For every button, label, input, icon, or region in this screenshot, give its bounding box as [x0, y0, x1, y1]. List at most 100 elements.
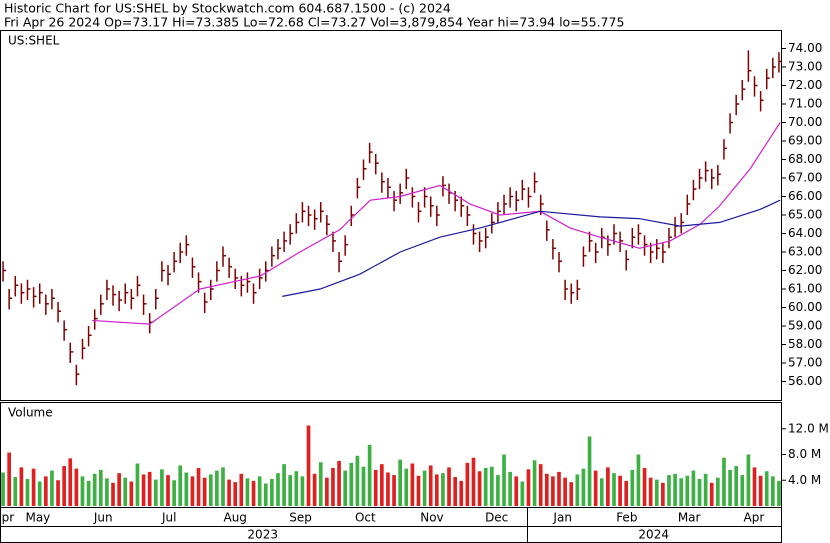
volume-bar [777, 480, 781, 506]
volume-bar [716, 477, 720, 506]
volume-bar [227, 479, 231, 506]
x-tick-label: Apr [744, 511, 765, 525]
volume-bar [160, 469, 164, 506]
volume-bar [19, 467, 24, 506]
volume-bar [294, 471, 299, 506]
volume-bar [654, 479, 659, 506]
volume-bar [190, 476, 195, 506]
volume-bar [123, 477, 128, 506]
volume-bar [337, 460, 341, 506]
y-tick-label: 68.00 [788, 152, 822, 166]
volume-bar [557, 471, 561, 506]
x-tick-label: Jul [161, 511, 176, 525]
volume-bar [7, 452, 11, 506]
volume-bar [422, 470, 427, 506]
volume-bar [355, 455, 360, 506]
volume-tick-label: 12.0 M [788, 421, 829, 435]
volume-bar [62, 466, 66, 506]
volume-bar [496, 475, 500, 506]
volume-bar [532, 460, 537, 506]
volume-bar [569, 482, 574, 506]
volume-bar [202, 477, 207, 506]
volume-bar [551, 476, 555, 506]
volume-bar [129, 481, 134, 506]
volume-bar [771, 476, 775, 506]
volume-bar [392, 475, 396, 506]
y-tick-label: 65.00 [788, 208, 822, 222]
y-tick-label: 61.00 [788, 282, 822, 296]
volume-bar [251, 480, 256, 506]
x-tick-label: Feb [616, 511, 637, 525]
volume-bar [477, 471, 482, 506]
volume-bar [538, 464, 543, 506]
volume-bar [434, 474, 439, 506]
volume-bar [215, 470, 219, 506]
volume-bar [31, 468, 36, 506]
volume-bar [764, 471, 769, 506]
volume-bar [746, 454, 751, 506]
volume-tick-label: 8.0 M [788, 447, 821, 461]
volume-bar [502, 454, 506, 506]
y-tick-label: 59.00 [788, 319, 822, 333]
volume-bar [673, 473, 677, 506]
x-tick-label: Oct [355, 511, 376, 525]
y-tick-label: 70.00 [788, 115, 822, 129]
volume-bar [184, 472, 189, 506]
volume-bar [489, 466, 494, 506]
volume-bar [722, 457, 726, 506]
volume-bar [373, 469, 378, 506]
volume-bar [398, 459, 402, 506]
volume-bar [630, 469, 635, 506]
y-tick-label: 67.00 [788, 171, 822, 185]
volume-bar [349, 462, 354, 506]
volume-bar [740, 475, 745, 506]
volume-bar [325, 477, 329, 506]
volume-bar [606, 467, 610, 506]
volume-bar [465, 462, 470, 506]
volume-bar [318, 462, 323, 506]
y-tick-label: 56.00 [788, 374, 822, 388]
volume-bar [661, 482, 665, 506]
volume-bar [520, 481, 525, 506]
x-tick-label: Aug [223, 511, 246, 525]
volume-bar [441, 473, 445, 506]
volume-bar [300, 476, 305, 506]
volume-bar [404, 468, 409, 506]
volume-bar [25, 478, 30, 506]
x-tick-label: Dec [485, 511, 508, 525]
volume-bar [111, 482, 115, 506]
volume-bar [208, 474, 213, 506]
volume-bar [575, 474, 580, 506]
volume-bar [685, 475, 690, 506]
volume-bar [1, 472, 5, 506]
y-tick-label: 72.00 [788, 78, 822, 92]
volume-bar [68, 458, 73, 506]
y-tick-label: 71.00 [788, 97, 822, 111]
volume-bar [367, 444, 372, 506]
volume-bar [80, 476, 85, 506]
volume-bar [380, 464, 384, 506]
volume-bar [257, 476, 262, 506]
volume-bar [245, 478, 250, 506]
y-tick-label: 69.00 [788, 134, 822, 148]
volume-bar [74, 468, 79, 506]
y-tick-label: 66.00 [788, 189, 822, 203]
volume-label: Volume [8, 406, 53, 420]
volume-bar [416, 475, 421, 506]
volume-bar [691, 470, 696, 506]
chart-title: Historic Chart for US:SHEL by Stockwatch… [4, 1, 451, 16]
volume-bar [282, 464, 286, 506]
volume-bar [141, 474, 146, 506]
volume-bar [636, 454, 641, 506]
volume-bar [648, 477, 653, 506]
volume-bar [447, 467, 451, 506]
volume-bar [758, 475, 763, 506]
volume-bar [386, 472, 390, 506]
volume-bar [459, 480, 464, 506]
volume-bar [526, 469, 531, 506]
volume-bar [593, 470, 598, 506]
volume-bar [221, 467, 225, 506]
volume-bar [343, 470, 348, 506]
